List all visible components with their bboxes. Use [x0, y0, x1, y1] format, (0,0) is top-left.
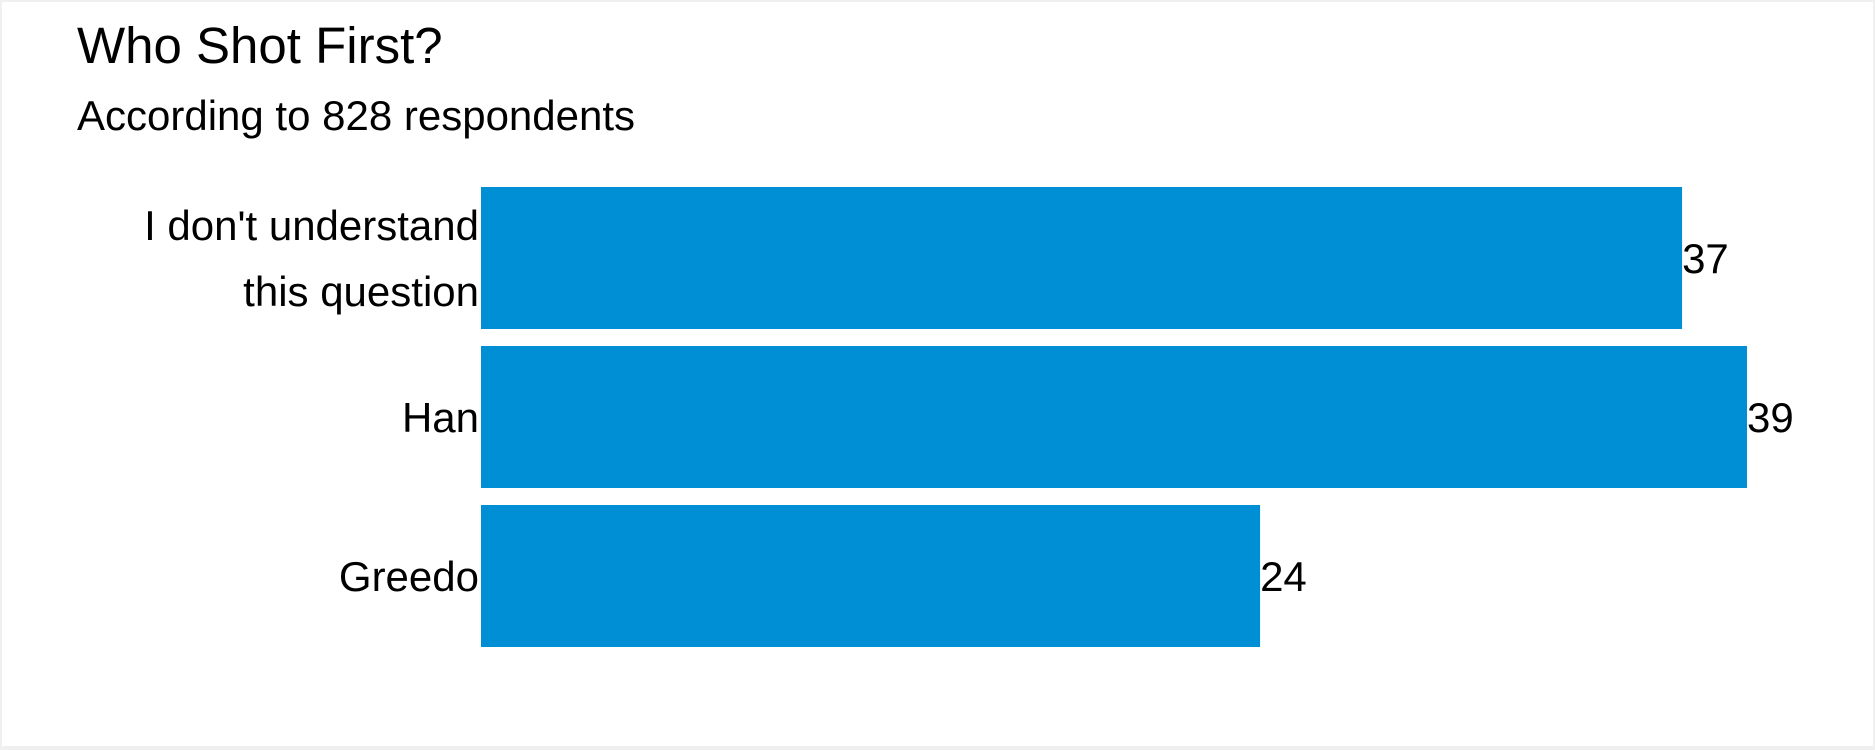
- bar: [481, 187, 1683, 329]
- chart-title: Who Shot First?: [77, 17, 443, 74]
- data-label: 39: [1747, 394, 1794, 441]
- category-label: Greedo: [339, 553, 479, 600]
- category-label-line: this question: [243, 268, 479, 315]
- bars-layer: [481, 187, 1747, 647]
- category-label: I don't understand this question: [144, 202, 479, 315]
- category-label: Han: [402, 394, 479, 441]
- category-label-line: Greedo: [339, 553, 479, 600]
- category-label-line: Han: [402, 394, 479, 441]
- labels-layer: 37 I don't understand this question 39 Han 24…: [144, 202, 1794, 600]
- data-label: 24: [1260, 553, 1307, 600]
- chart-subtitle: According to 828 respondents: [77, 92, 635, 139]
- data-label: 37: [1682, 235, 1729, 282]
- bar: [481, 505, 1261, 647]
- category-label-line: I don't understand: [144, 202, 479, 249]
- bar: [481, 346, 1747, 488]
